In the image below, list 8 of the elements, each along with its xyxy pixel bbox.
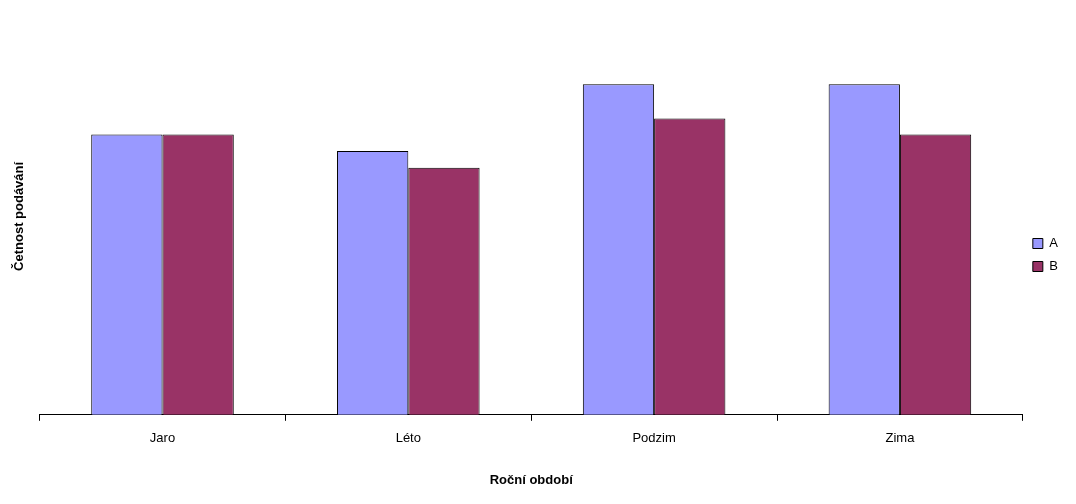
- legend-label: A: [1049, 235, 1059, 251]
- x-tick-label: Podzim: [632, 430, 676, 446]
- x-tick-label: Zima: [885, 430, 916, 446]
- x-tick-label: Léto: [395, 430, 421, 446]
- x-axis-title: Roční období: [489, 471, 574, 487]
- y-axis-title: Četnost podávání: [11, 161, 27, 271]
- x-tick-label: Jaro: [149, 430, 176, 446]
- legend-label: B: [1049, 258, 1058, 274]
